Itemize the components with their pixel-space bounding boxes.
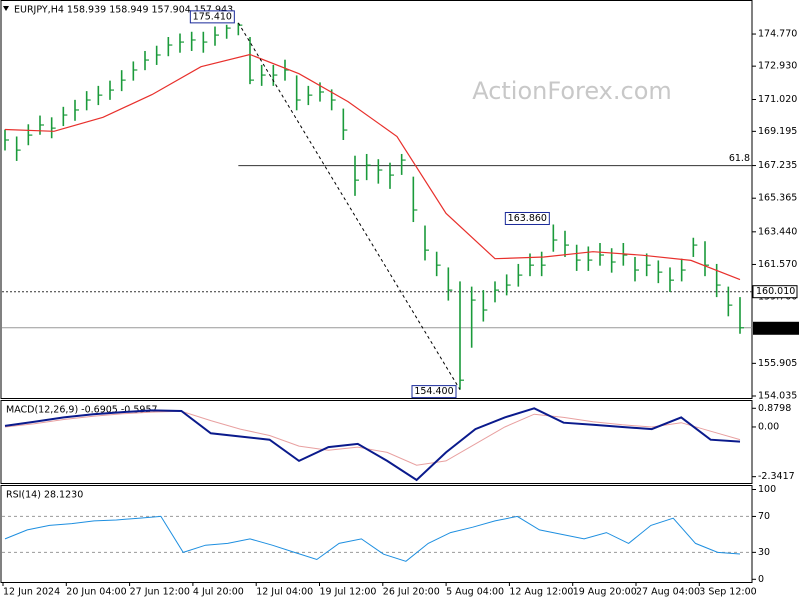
macd-line	[4, 407, 741, 482]
y-tick-label: 171.020	[758, 94, 797, 105]
y-tick-label: 30	[758, 547, 770, 558]
y-tick-label: 0	[758, 574, 764, 585]
x-tick-label: 19 Aug 20:00	[573, 587, 637, 598]
x-tick-label: 5 Aug 04:00	[446, 587, 504, 598]
x-tick-label: 27 Jun 12:00	[130, 587, 190, 598]
moving-average	[4, 53, 741, 281]
pane-frame	[0, 0, 753, 399]
pane-title: RSI(14) 28.1230	[6, 490, 83, 501]
y-tick-label: -2.3417	[758, 471, 795, 482]
chart-header: EURJPY,H4 158.939 158.949 157.904 157.94…	[14, 5, 233, 16]
y-tick-label: 163.440	[758, 226, 797, 237]
x-tick-label: 4 Jul 20:00	[193, 587, 244, 598]
y-tick-label: 174.770	[758, 29, 797, 40]
y-tick-label: 172.930	[758, 61, 797, 72]
x-tick-label: 27 Aug 04:00	[636, 587, 700, 598]
watermark: ActionForex.com	[472, 77, 672, 105]
x-tick-label: 12 Jul 04:00	[256, 587, 313, 598]
level-label: 160.010	[756, 286, 795, 297]
level-label: 61.8	[729, 153, 750, 164]
annotation-label: 154.400	[414, 386, 453, 397]
y-tick-label: 70	[758, 511, 770, 522]
annotation-label: 175.410	[193, 11, 232, 22]
x-tick-label: 3 Sep 12:00	[699, 587, 756, 598]
x-tick-label: 12 Jun 2024	[3, 587, 60, 598]
y-tick-label: 169.195	[758, 126, 797, 137]
annotation-label: 163.860	[508, 213, 547, 224]
x-tick-label: 26 Jul 20:00	[383, 587, 440, 598]
y-tick-label: 165.365	[758, 193, 797, 204]
price-box	[753, 321, 799, 335]
level-box	[752, 285, 798, 299]
annotation-box	[411, 385, 457, 399]
y-tick-label: 155.905	[758, 358, 797, 369]
x-tick-label: 19 Jul 12:00	[320, 587, 377, 598]
price-label: 157.943	[756, 323, 795, 334]
pane-title: MACD(12,26,9) -0.6905 -0.5957	[6, 405, 158, 416]
y-tick-label: 161.570	[758, 259, 797, 270]
y-tick-label: 0.00	[758, 421, 779, 432]
signal-line	[4, 410, 741, 466]
pane-frame	[0, 400, 753, 484]
annotation-box	[504, 211, 550, 225]
header-arrow	[3, 6, 9, 11]
rsi-line	[4, 515, 741, 562]
x-tick-label: 12 Aug 12:00	[509, 587, 573, 598]
pane-frame	[0, 485, 753, 583]
x-tick-label: 20 Jun 04:00	[66, 587, 126, 598]
annotation-box	[189, 10, 235, 24]
y-tick-label: 154.035	[758, 390, 797, 401]
y-tick-label: 0.8798	[758, 403, 791, 414]
y-tick-label: 100	[758, 484, 776, 495]
y-tick-label: 167.235	[758, 160, 797, 171]
